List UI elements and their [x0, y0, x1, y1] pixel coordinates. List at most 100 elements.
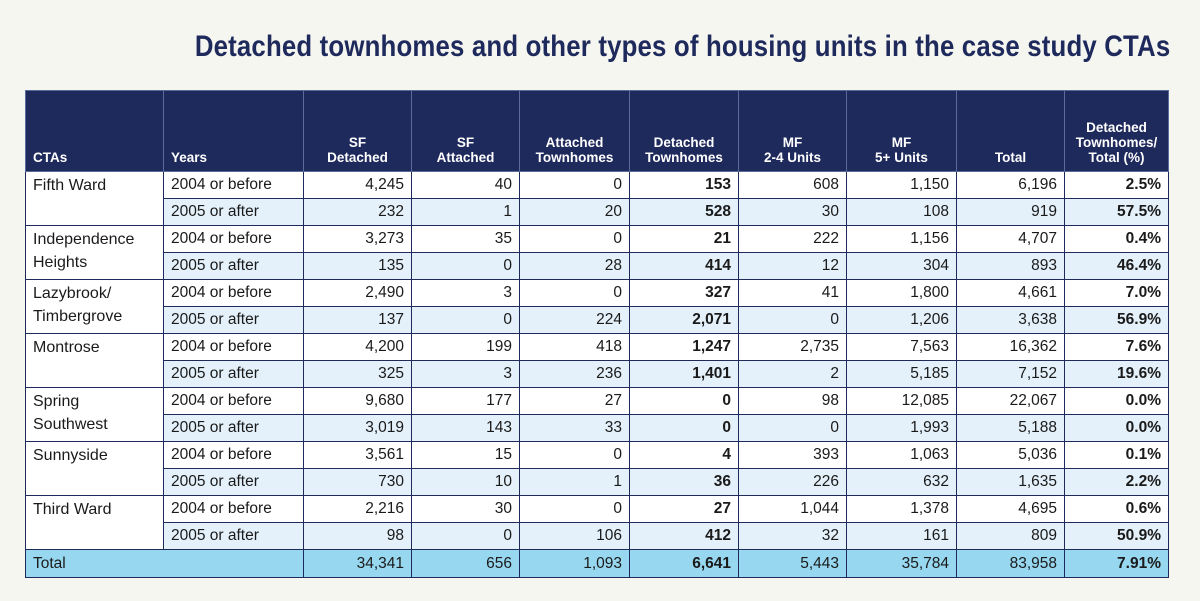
value-cell: 5,188	[956, 414, 1065, 442]
value-cell: 0	[519, 225, 630, 253]
value-cell: 7,152	[956, 360, 1065, 388]
value-cell: 327	[629, 279, 739, 307]
value-cell: 0	[519, 279, 630, 307]
years-cell: 2004 or before	[163, 387, 304, 415]
value-cell: 1,993	[846, 414, 957, 442]
table-row: Fifth Ward 2004 or before 4,245 40 0 153 608 1,…	[25, 171, 1169, 226]
table-row: 2005 or after 232 1 20 528 30 108 919 57.5%	[26, 198, 1169, 226]
years-cell: 2005 or after	[163, 306, 304, 334]
value-cell: 21	[629, 225, 739, 253]
value-cell: 2,216	[303, 495, 412, 523]
total-value-cell: 1,093	[519, 549, 630, 578]
value-cell: 222	[738, 225, 847, 253]
value-cell: 9,680	[303, 387, 412, 415]
cta-name-line: Spring	[33, 393, 80, 410]
value-cell: 57.5%	[1064, 198, 1169, 226]
table-row: 2005 or after 135 0 28 414 12 304 893 46.4%	[26, 252, 1169, 280]
value-cell: 1	[519, 468, 630, 496]
value-cell: 2.2%	[1064, 468, 1169, 496]
value-cell: 32	[738, 522, 847, 550]
years-cell: 2005 or after	[163, 414, 304, 442]
value-cell: 2,071	[629, 306, 739, 334]
value-cell: 3	[411, 279, 520, 307]
table-row: Third Ward 2004 or before 2,216 30 0 27 1,044 1…	[25, 495, 1169, 550]
value-cell: 199	[411, 333, 520, 361]
cta-name-line: Fifth Ward	[33, 177, 107, 194]
table-row: Lazybrook/Timbergrove 2004 or before 2,490…	[25, 279, 1169, 334]
value-cell: 3,561	[303, 441, 412, 469]
value-cell: 2,490	[303, 279, 412, 307]
value-cell: 893	[956, 252, 1065, 280]
value-cell: 4,200	[303, 333, 412, 361]
value-cell: 528	[629, 198, 739, 226]
cta-name-cell: Lazybrook/Timbergrove	[25, 279, 164, 334]
value-cell: 36	[629, 468, 739, 496]
value-cell: 0	[629, 387, 739, 415]
years-cell: 2004 or before	[163, 333, 304, 361]
header-pct: Detached Townhomes/Total (%)	[1064, 90, 1169, 172]
cta-name-cell: Third Ward	[25, 495, 164, 550]
table-row: Spring Southwest 2004 or before 9,680 177 27 0…	[25, 387, 1169, 442]
value-cell: 108	[846, 198, 957, 226]
header-mf-5plus: MF 5+ Units	[846, 90, 957, 172]
value-cell: 1,800	[846, 279, 957, 307]
cta-name-cell: Fifth Ward	[25, 171, 164, 226]
value-cell: 143	[411, 414, 520, 442]
value-cell: 5,185	[846, 360, 957, 388]
years-cell: 2004 or before	[163, 495, 304, 523]
years-cell: 2004 or before	[163, 225, 304, 253]
value-cell: 6,196	[956, 171, 1065, 199]
value-cell: 3,273	[303, 225, 412, 253]
header-total: Total	[956, 90, 1065, 172]
years-cell: 2005 or after	[163, 522, 304, 550]
value-cell: 809	[956, 522, 1065, 550]
value-cell: 30	[738, 198, 847, 226]
cta-name-cell: Spring Southwest	[25, 387, 164, 442]
value-cell: 1,063	[846, 441, 957, 469]
value-cell: 177	[411, 387, 520, 415]
table-row: 2005 or after 137 0 224 2,071 0 1,206 3,638 56.9…	[26, 306, 1169, 334]
value-cell: 46.4%	[1064, 252, 1169, 280]
value-cell: 5,036	[956, 441, 1065, 469]
value-cell: 0	[519, 171, 630, 199]
table-row: Sunnyside 2004 or before 3,561 15 0 4 393 1,063…	[25, 441, 1169, 496]
years-cell: 2004 or before	[163, 279, 304, 307]
total-value-cell: 6,641	[629, 549, 739, 578]
header-mf-2-4: MF 2-4 Units	[738, 90, 847, 172]
cta-name-line: Sunnyside	[33, 447, 108, 464]
years-cell: 2005 or after	[163, 198, 304, 226]
value-cell: 224	[519, 306, 630, 334]
value-cell: 27	[629, 495, 739, 523]
value-cell: 4,695	[956, 495, 1065, 523]
housing-units-table: CTAs Years SF Detached SF Attached Attache…	[25, 90, 1169, 578]
total-value-cell: 5,443	[738, 549, 847, 578]
value-cell: 15	[411, 441, 520, 469]
value-cell: 4,245	[303, 171, 412, 199]
value-cell: 1,206	[846, 306, 957, 334]
value-cell: 12	[738, 252, 847, 280]
value-cell: 98	[303, 522, 412, 550]
value-cell: 919	[956, 198, 1065, 226]
value-cell: 56.9%	[1064, 306, 1169, 334]
value-cell: 0	[738, 306, 847, 334]
value-cell: 4,661	[956, 279, 1065, 307]
total-value-cell: 7.91%	[1064, 549, 1169, 578]
value-cell: 40	[411, 171, 520, 199]
table-row: 2005 or after 98 0 106 412 32 161 809 50.9%	[26, 522, 1169, 550]
value-cell: 3	[411, 360, 520, 388]
value-cell: 10	[411, 468, 520, 496]
value-cell: 0	[519, 441, 630, 469]
cta-name-line: Southwest	[33, 416, 108, 433]
value-cell: 4	[629, 441, 739, 469]
header-sf-detached: SF Detached	[303, 90, 412, 172]
value-cell: 28	[519, 252, 630, 280]
value-cell: 730	[303, 468, 412, 496]
table-row: Independence Heights 2004 or before 3,273 35…	[25, 225, 1169, 280]
value-cell: 27	[519, 387, 630, 415]
total-value-cell: 83,958	[956, 549, 1065, 578]
value-cell: 304	[846, 252, 957, 280]
value-cell: 1,635	[956, 468, 1065, 496]
years-cell: 2005 or after	[163, 252, 304, 280]
value-cell: 50.9%	[1064, 522, 1169, 550]
value-cell: 2	[738, 360, 847, 388]
